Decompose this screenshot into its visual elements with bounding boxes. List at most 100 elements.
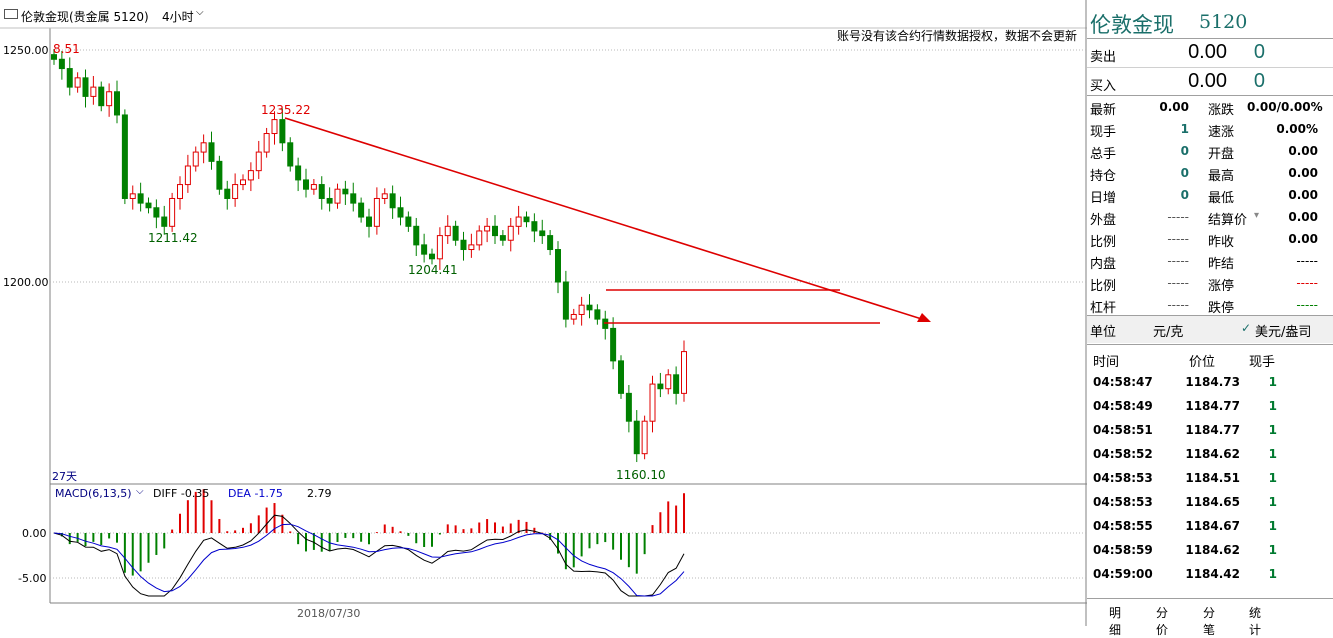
candle [523, 216, 530, 223]
tab-stats[interactable]: 统计 [1249, 606, 1262, 637]
period-selector[interactable]: 4小时 [162, 10, 194, 24]
quote-value: 0.00% [1276, 122, 1318, 136]
tick-row[interactable]: 04:58:52 1184.62 1 [1087, 442, 1333, 466]
candle [161, 216, 168, 227]
candle [641, 420, 648, 455]
tick-price: 1184.67 [1185, 519, 1240, 533]
chevron-down-icon[interactable]: ⌵ [196, 7, 204, 18]
candle [326, 197, 333, 204]
unit-label: 单位 [1090, 325, 1117, 340]
candle [358, 202, 365, 218]
tick-qty: 1 [1268, 399, 1277, 413]
quote-title: 伦敦金现 [1090, 13, 1174, 37]
quote-label: 最高 [1208, 169, 1235, 184]
annotation-high-peak: 1235.22 [261, 103, 311, 117]
tick-qty: 1 [1268, 543, 1277, 557]
quote-value: ----- [1296, 254, 1318, 268]
tab-trades[interactable]: 分笔 [1203, 606, 1216, 637]
price-chart[interactable] [0, 0, 1087, 626]
chart-title: 伦敦金现(贵金属 5120) [21, 10, 149, 24]
tick-qty: 1 [1268, 375, 1277, 389]
candle [342, 188, 349, 195]
tick-row[interactable]: 04:58:59 1184.62 1 [1087, 538, 1333, 562]
macd-value: 2.79 [307, 487, 332, 500]
candle [633, 420, 640, 455]
quote-label: 结算价 [1208, 213, 1248, 228]
tick-price: 1184.77 [1185, 399, 1240, 413]
quote-value: 0.00 [1288, 144, 1318, 158]
candle [192, 151, 199, 167]
candle [492, 225, 498, 237]
quote-row: 内盘 ----- 昨结 ----- [1087, 250, 1333, 272]
quote-value: 0.00 [1288, 188, 1318, 202]
tick-time: 04:58:53 [1093, 471, 1153, 485]
tick-row[interactable]: 04:59:00 1184.42 1 [1087, 562, 1333, 586]
tick-row[interactable]: 04:58:47 1184.73 1 [1087, 370, 1333, 394]
quote-label: 内盘 [1090, 257, 1117, 272]
tab-price-split[interactable]: 分价 [1156, 606, 1169, 637]
quote-value: ----- [1167, 210, 1189, 224]
candle [625, 392, 632, 422]
quote-row: 最新 0.00 涨跌 0.00/0.00% [1087, 96, 1333, 118]
unit-row: 单位 元/克 ✓ 美元/盎司 [1087, 316, 1333, 343]
sell-price: 0.00 [1188, 41, 1227, 63]
candle [129, 193, 136, 199]
tick-qty: 1 [1268, 519, 1277, 533]
quote-label: 比例 [1090, 279, 1117, 294]
quote-value: 0.00/0.00% [1247, 100, 1323, 114]
quote-label: 涨跌 [1208, 103, 1235, 118]
macd-diff-line [53, 514, 685, 597]
quote-row: 持仓 0 最高 0.00 [1087, 162, 1333, 184]
tick-row[interactable]: 04:58:53 1184.65 1 [1087, 490, 1333, 514]
macd-label[interactable]: MACD(6,13,5) [55, 487, 132, 500]
tick-time: 04:58:51 [1093, 423, 1153, 437]
candle [263, 133, 270, 153]
candle [476, 230, 483, 246]
quote-value: 1 [1180, 122, 1189, 136]
quote-row: 日增 0 最低 0.00 [1087, 184, 1333, 206]
tick-row[interactable]: 04:58:49 1184.77 1 [1087, 394, 1333, 418]
macd-y-label-0: 0.00 [22, 527, 47, 540]
macd-diff-value: DIFF -0.35 [153, 487, 210, 500]
tick-row[interactable]: 04:58:53 1184.51 1 [1087, 466, 1333, 490]
candle [82, 77, 89, 97]
chevron-down-icon[interactable]: ▾ [1254, 210, 1260, 221]
x-label-date: 2018/07/30 [297, 607, 361, 620]
tick-price: 1184.77 [1185, 423, 1240, 437]
quote-label: 速涨 [1208, 125, 1235, 140]
tick-row[interactable]: 04:58:51 1184.77 1 [1087, 418, 1333, 442]
candle [318, 184, 325, 199]
macd-chevron-icon[interactable]: ⌵ [136, 486, 144, 497]
unit-option[interactable]: 美元/盎司 [1255, 325, 1312, 340]
tick-price: 1184.73 [1185, 375, 1240, 389]
quote-value: 0.00 [1288, 232, 1318, 246]
candle [114, 91, 120, 116]
candle [452, 225, 459, 241]
quote-label: 最低 [1208, 191, 1235, 206]
tick-time: 04:58:47 [1093, 375, 1153, 389]
tab-detail[interactable]: 明细 [1109, 606, 1122, 637]
quote-label: 昨收 [1208, 235, 1235, 250]
candle [137, 193, 144, 204]
candle [421, 244, 428, 255]
tick-row[interactable]: 04:58:55 1184.67 1 [1087, 514, 1333, 538]
macd-y-label-5: -5.00 [18, 572, 47, 585]
candle [444, 225, 451, 237]
tick-time: 04:58:59 [1093, 543, 1153, 557]
candle [247, 170, 254, 181]
quote-label: 日增 [1090, 191, 1117, 206]
quote-label: 比例 [1090, 235, 1117, 250]
quote-label: 跌停 [1208, 301, 1235, 316]
unit-value[interactable]: 元/克 [1153, 325, 1184, 340]
tick-header-price: 价位 [1189, 355, 1216, 370]
candle [484, 225, 491, 232]
candle [98, 86, 105, 107]
candle [436, 235, 443, 260]
candle [578, 304, 585, 315]
tick-price: 1184.42 [1185, 567, 1240, 581]
tick-price: 1184.65 [1185, 495, 1240, 509]
tick-qty: 1 [1268, 471, 1277, 485]
window-icon[interactable] [4, 9, 18, 19]
quote-value: ----- [1167, 276, 1189, 290]
quote-value: 0.00 [1288, 166, 1318, 180]
